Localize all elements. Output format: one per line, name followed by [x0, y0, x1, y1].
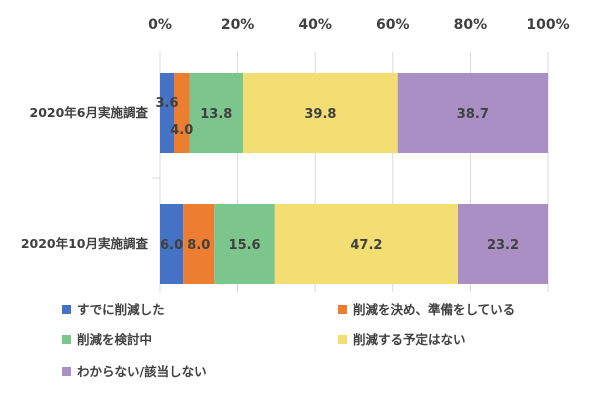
data-label: 38.7 — [457, 107, 489, 122]
data-label: 4.0 — [170, 123, 193, 138]
bar-segment — [457, 204, 548, 284]
legend-label: 削減を決め、準備をしている — [353, 302, 515, 317]
legend-swatch — [62, 335, 71, 344]
data-label: 39.8 — [304, 107, 336, 122]
bar-segment — [160, 204, 184, 284]
data-label: 15.6 — [229, 238, 261, 253]
bar-segment — [274, 204, 458, 284]
bar-segment — [243, 73, 398, 153]
bar-segment — [214, 204, 275, 284]
data-label: 13.8 — [200, 107, 232, 122]
bar-segment — [189, 73, 244, 153]
x-axis-ticks: 0% 20% 40% 60% 80% 100% — [148, 17, 570, 33]
legend-swatch — [62, 367, 71, 376]
x-tick-label: 60% — [376, 17, 410, 33]
data-labels: 3.6 4.0 13.8 39.8 38.7 6.0 8.0 15.6 47.2 23.2 — [155, 96, 519, 253]
legend-label: 削減する予定はない — [353, 332, 466, 347]
bar-segment — [397, 73, 548, 153]
x-tick-label: 40% — [298, 17, 332, 33]
bar-segment — [160, 73, 174, 153]
legend-label: わからない/該当しない — [77, 364, 207, 379]
legend-label: すでに削減した — [77, 302, 165, 317]
legend-label: 削減を検討中 — [77, 332, 152, 347]
category-axis: 2020年6月実施調査 2020年10月実施調査 — [21, 52, 161, 292]
x-tick-label: 20% — [221, 17, 255, 33]
legend-swatch — [62, 305, 71, 314]
data-label: 23.2 — [487, 238, 519, 253]
bar-segment — [173, 73, 190, 153]
category-label: 2020年6月実施調査 — [30, 105, 149, 120]
bar-segment — [183, 204, 215, 284]
data-label: 8.0 — [187, 238, 210, 253]
legend-swatch — [338, 335, 347, 344]
data-label: 6.0 — [160, 238, 183, 253]
x-tick-label: 0% — [148, 17, 172, 33]
legend-swatch — [338, 305, 347, 314]
x-tick-label: 100% — [526, 17, 569, 33]
category-label: 2020年10月実施調査 — [21, 236, 149, 251]
bar-segments — [160, 73, 548, 284]
data-label: 3.6 — [155, 96, 178, 111]
x-tick-label: 80% — [454, 17, 488, 33]
data-label: 47.2 — [350, 238, 382, 253]
